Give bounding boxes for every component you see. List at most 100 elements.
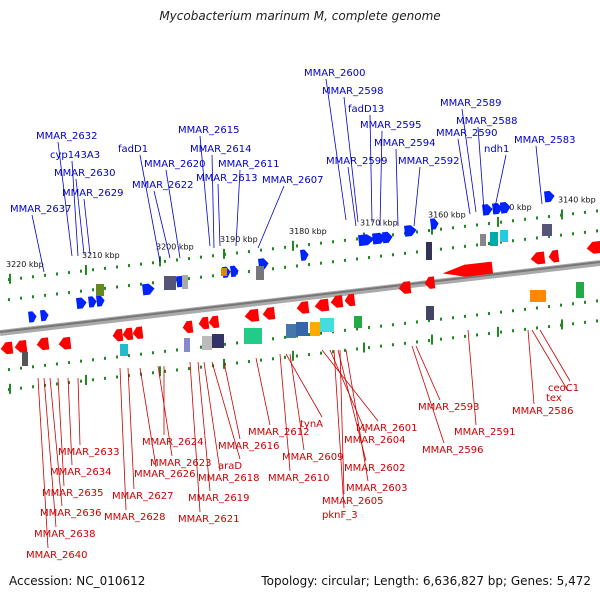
tick-dot — [416, 230, 418, 234]
major-tick — [497, 216, 499, 227]
forward-gene-arrow — [404, 225, 417, 237]
gene-label: MMAR_2622 — [132, 180, 194, 191]
reverse-gene-arrow — [344, 293, 356, 307]
tick-dot — [320, 351, 322, 355]
tick-dot — [548, 215, 550, 219]
genome-summary-text: Topology: circular; Length: 6,636,827 bp… — [261, 574, 591, 588]
tick-dot — [464, 314, 466, 318]
gene-label: MMAR_2586 — [512, 406, 574, 417]
leader-line — [77, 377, 81, 446]
leader-line — [211, 154, 215, 249]
leader-line — [379, 130, 383, 227]
tick-dot — [536, 236, 538, 240]
tick-dot — [176, 348, 178, 352]
gene-label: tynA — [300, 419, 323, 430]
feature-box — [256, 266, 264, 280]
tick-dot — [356, 327, 358, 331]
feature-box — [22, 352, 28, 366]
tick-dot — [596, 229, 598, 233]
tick-dot — [332, 240, 334, 244]
feature-box — [480, 234, 486, 246]
leader-line — [333, 349, 345, 509]
forward-gene-arrow — [430, 218, 439, 230]
gene-label: MMAR_2605 — [322, 496, 384, 507]
reverse-gene-arrow — [548, 249, 560, 263]
leader-line — [413, 166, 421, 227]
major-tick — [431, 334, 433, 345]
leader-line — [339, 349, 345, 495]
leader-line — [217, 183, 221, 247]
leader-line — [43, 377, 57, 528]
tick-dot — [284, 245, 286, 249]
leader-line — [347, 166, 357, 227]
gene-label: MMAR_2602 — [344, 463, 406, 474]
tick-dot — [92, 288, 94, 292]
feature-box — [120, 344, 128, 356]
tick-dot — [392, 323, 394, 327]
tick-dot — [236, 361, 238, 365]
reverse-gene-arrow — [424, 276, 436, 289]
tick-dot — [512, 239, 514, 243]
tick-dot — [20, 386, 22, 390]
tick-dot — [560, 233, 562, 237]
forward-gene-arrow — [300, 249, 309, 261]
tick-dot — [8, 368, 10, 372]
kbp-tick-label: 3220 kbp — [6, 260, 44, 269]
tick-dot — [596, 299, 598, 303]
tick-dot — [68, 271, 70, 275]
forward-gene-arrow — [544, 190, 555, 203]
feature-box — [500, 230, 508, 242]
tick-dot — [572, 212, 574, 216]
tick-dot — [596, 319, 598, 323]
leader-line — [477, 126, 485, 211]
feature-box — [244, 328, 262, 344]
reverse-gene-arrow — [182, 320, 194, 334]
tick-dot — [32, 365, 34, 369]
tick-dot — [380, 344, 382, 348]
kbp-tick-label: 3150 kbp — [494, 203, 532, 212]
leader-line — [223, 361, 241, 440]
reverse-gene-arrow — [262, 307, 276, 320]
gene-label: MMAR_2599 — [326, 156, 388, 167]
tick-dot — [284, 265, 286, 269]
tick-dot — [356, 257, 358, 261]
tick-dot — [116, 375, 118, 379]
major-tick — [292, 240, 294, 251]
leader-line — [531, 329, 569, 392]
kbp-tick-label: 3180 kbp — [289, 227, 327, 236]
tick-dot — [428, 339, 430, 343]
tick-dot — [584, 230, 586, 234]
leader-line — [71, 160, 79, 257]
tick-dot — [476, 333, 478, 337]
leader-line — [321, 349, 379, 422]
gene-label: MMAR_2612 — [248, 427, 310, 438]
reverse-gene-arrow — [0, 341, 14, 355]
leader-line — [67, 377, 73, 466]
tick-dot — [20, 296, 22, 300]
tick-dot — [320, 261, 322, 265]
genome-backbone-core — [0, 260, 600, 333]
tick-dot — [176, 368, 178, 372]
feature-box — [182, 275, 188, 289]
tick-dot — [200, 365, 202, 369]
tick-dot — [92, 358, 94, 362]
tick-dot — [368, 326, 370, 330]
tick-dot — [128, 354, 130, 358]
tick-dot — [356, 237, 358, 241]
tick-dot — [488, 242, 490, 246]
gene-label: MMAR_2640 — [26, 550, 88, 561]
leader-line — [119, 367, 127, 511]
tick-dot — [128, 264, 130, 268]
tick-dot — [200, 345, 202, 349]
tick-dot — [296, 354, 298, 358]
leader-line — [211, 361, 241, 460]
tick-dot — [344, 348, 346, 352]
reverse-gene-arrow — [198, 316, 210, 330]
forward-gene-arrow — [382, 231, 393, 244]
reverse-gene-arrow — [36, 337, 50, 351]
tick-dot — [440, 337, 442, 341]
tick-dot — [152, 261, 154, 265]
tick-dot — [92, 268, 94, 272]
tick-dot — [440, 227, 442, 231]
